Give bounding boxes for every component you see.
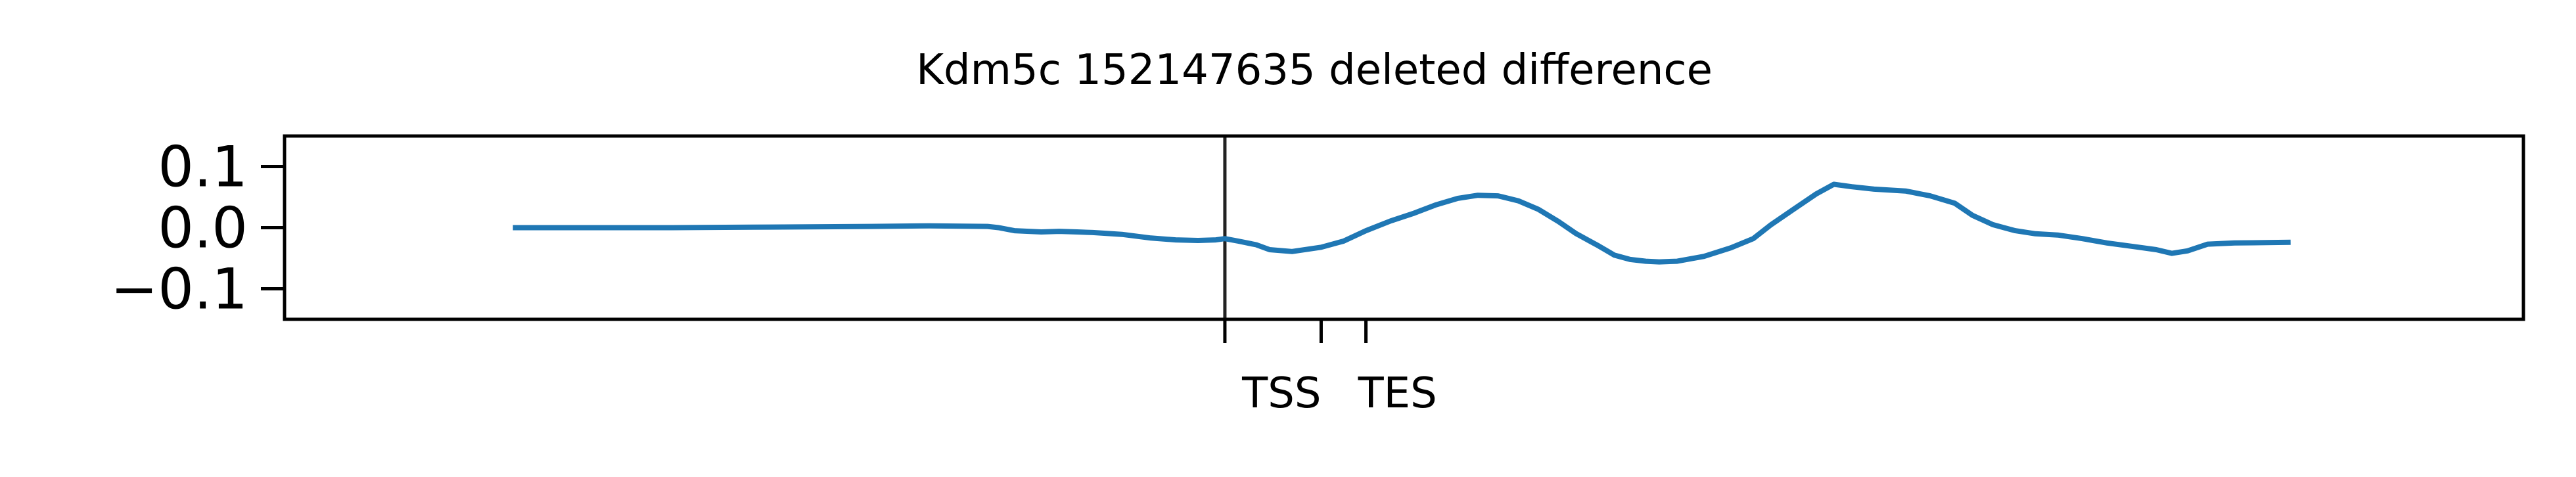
y-tick-label: −0.1 <box>110 257 248 323</box>
y-tick-label: 0.1 <box>158 135 248 200</box>
y-tick-label: 0.0 <box>158 196 248 261</box>
x-axis-markers: TSS TES <box>1223 136 1437 418</box>
series-layer <box>513 181 2291 265</box>
plot-frame <box>283 134 2525 321</box>
y-axis: 0.10.0−0.1 <box>110 135 285 323</box>
chart-title: Kdm5c 152147635 deleted difference <box>916 46 1713 95</box>
x-marker-label-tss: TSS <box>1241 369 1321 418</box>
series-line <box>513 181 2291 265</box>
x-marker-label-tes: TES <box>1358 369 1437 418</box>
